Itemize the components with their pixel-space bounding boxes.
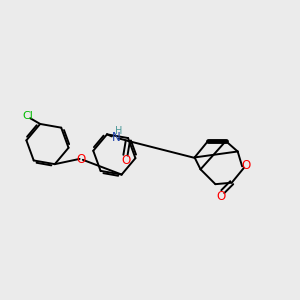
Text: H: H: [115, 126, 122, 136]
Text: Cl: Cl: [22, 111, 33, 121]
Text: O: O: [242, 159, 250, 172]
Text: O: O: [121, 154, 130, 167]
Text: O: O: [216, 190, 226, 203]
Text: O: O: [76, 153, 86, 166]
Text: N: N: [112, 131, 121, 144]
